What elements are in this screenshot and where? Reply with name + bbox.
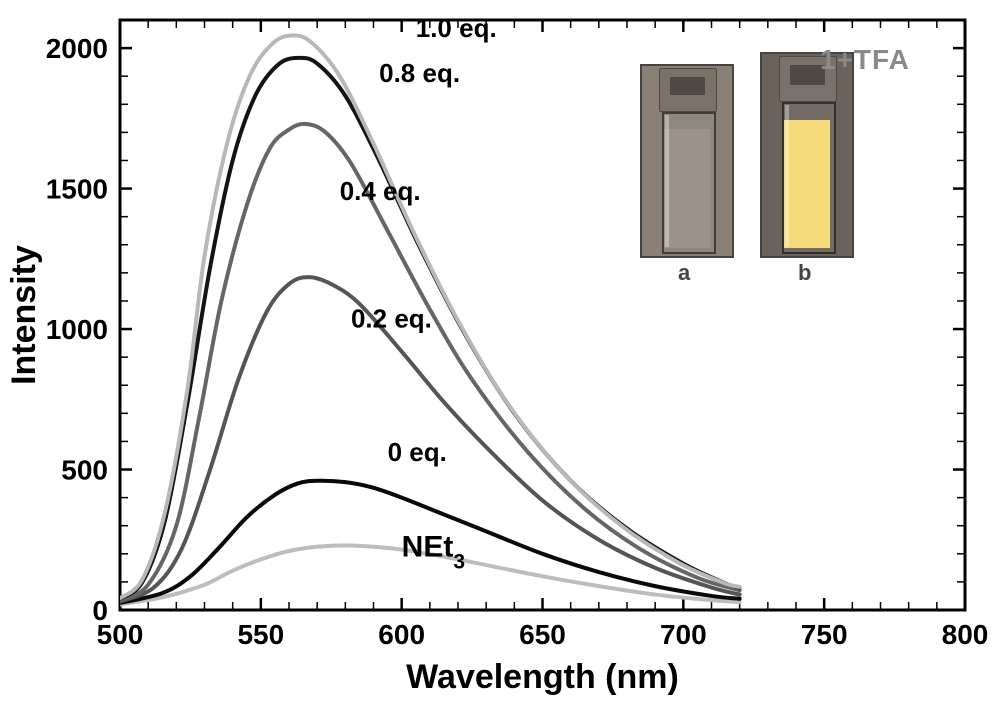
x-tick-label: 600	[378, 619, 425, 650]
x-tick-label: 650	[519, 619, 566, 650]
x-tick-label: 550	[237, 619, 284, 650]
y-tick-label: 0	[92, 595, 108, 626]
y-tick-label: 2000	[46, 33, 108, 64]
x-tick-label: 800	[942, 619, 989, 650]
chart-container: 5005506006507007508000500100015002000Wav…	[0, 0, 1000, 713]
series-label-0eq: 0 eq.	[388, 437, 447, 467]
series-label-0.8eq: 0.8 eq.	[379, 58, 460, 88]
series-label-1.0eq: 1.0 eq.	[416, 13, 497, 43]
inset-photo-a	[640, 64, 734, 258]
inset-a-label: a	[678, 260, 690, 286]
series-label-0.2eq: 0.2 eq.	[351, 304, 432, 334]
y-tick-label: 1500	[46, 174, 108, 205]
x-axis-title: Wavelength (nm)	[406, 658, 679, 696]
x-tick-label: 700	[660, 619, 707, 650]
y-tick-label: 500	[61, 455, 108, 486]
series-label-0.4eq: 0.4 eq.	[340, 176, 421, 206]
inset-photo-b	[760, 52, 854, 258]
x-tick-label: 750	[801, 619, 848, 650]
inset-b-label: b	[798, 260, 811, 286]
y-tick-label: 1000	[46, 314, 108, 345]
y-axis-title: Intensity	[5, 245, 43, 385]
inset-tfa-annotation: 1+TFA	[820, 44, 910, 76]
